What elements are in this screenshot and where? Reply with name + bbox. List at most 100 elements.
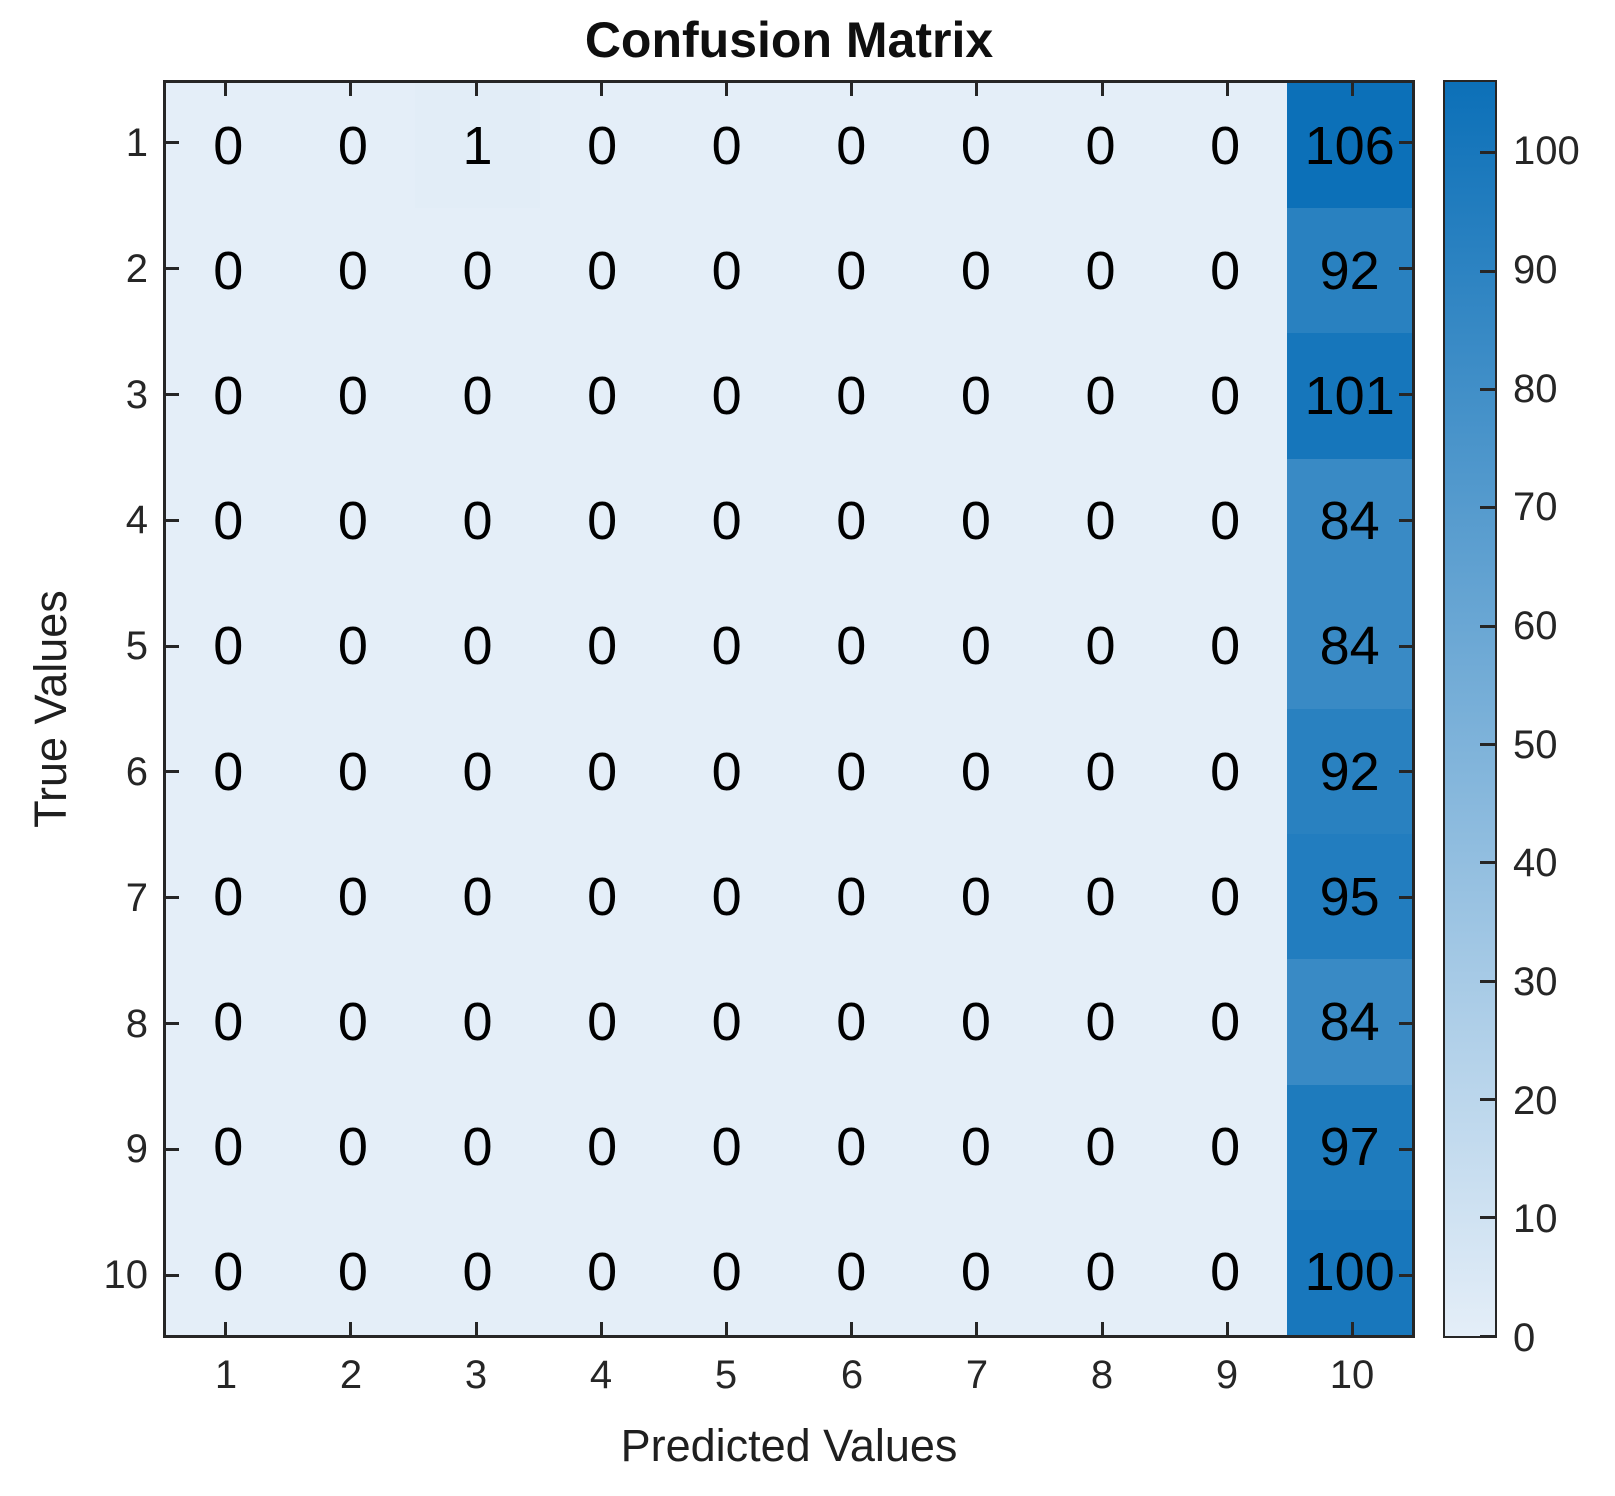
x-tick-label-1: 1 [214,1353,238,1397]
x-tick-label-4: 4 [589,1353,613,1397]
heatmap-cell-r8c8: 0 [1038,959,1163,1085]
colorbar-tick-90 [1480,270,1495,273]
colorbar-tick-label-100: 100 [1513,129,1580,173]
heatmap-cell-r7c10: 95 [1287,834,1412,960]
colorbar-tick-label-80: 80 [1513,367,1558,411]
heatmap-cell-r4c5: 0 [664,458,789,584]
heatmap-cell-r4c6: 0 [788,458,914,584]
heatmap-cell-r9c1: 0 [166,1084,291,1210]
heatmap-cell-r3c9: 0 [1162,333,1288,459]
y-tick-right [1399,770,1412,773]
y-tick-left [166,1274,179,1277]
heatmap-cell-r3c2: 0 [290,333,416,459]
x-tick-bottom [475,1322,478,1335]
heatmap-cell-r5c2: 0 [290,583,416,709]
heatmap-cell-r5c1: 0 [166,583,291,709]
heatmap-cell-r2c5: 0 [664,208,789,334]
heatmap-cell-r2c8: 0 [1038,208,1163,334]
x-tick-label-7: 7 [965,1353,989,1397]
heatmap-cell-r10c1: 0 [166,1209,291,1335]
heatmap-plot-area: 0 0 1 0 0 0 0 0 0 106 0 0 0 0 0 0 0 0 0 92 0 0 0 0 0 0 0 0 0 101 0 0 0 0 0… [163,80,1415,1338]
y-tick-right [1399,1148,1412,1151]
x-tick-label-3: 3 [464,1353,488,1397]
heatmap-cell-r2c4: 0 [539,208,665,334]
y-tick-left [166,519,179,522]
heatmap-cell-r9c6: 0 [788,1084,914,1210]
heatmap-cell-r6c1: 0 [166,708,291,835]
colorbar [1443,80,1497,1338]
heatmap-cell-r4c9: 0 [1162,458,1288,584]
heatmap-cell-r4c1: 0 [166,458,291,584]
y-tick-label-8: 8 [125,1002,148,1046]
heatmap-cell-r5c8: 0 [1038,583,1163,709]
heatmap-cell-r3c10: 101 [1287,333,1412,459]
x-tick-label-6: 6 [840,1353,864,1397]
x-tick-bottom [600,1322,603,1335]
y-tick-right [1399,519,1412,522]
y-tick-left [166,896,179,899]
y-tick-left [166,393,179,396]
colorbar-tick-0 [1480,1335,1495,1336]
heatmap-cell-r10c5: 0 [664,1209,789,1335]
y-tick-left [166,645,179,648]
heatmap-cell-r3c7: 0 [913,333,1039,459]
colorbar-tick-label-20: 20 [1513,1079,1558,1123]
heatmap-cell-r6c8: 0 [1038,708,1163,835]
x-tick-label-2: 2 [339,1353,363,1397]
x-tick-top [975,83,978,96]
heatmap-cell-r10c6: 0 [788,1209,914,1335]
y-tick-left [166,141,179,144]
x-tick-top [850,83,853,96]
heatmap-cell-r1c9: 0 [1162,83,1288,209]
x-tick-bottom [725,1322,728,1335]
heatmap-cell-r7c6: 0 [788,834,914,960]
heatmap-cell-r9c7: 0 [913,1084,1039,1210]
y-tick-label-5: 5 [125,624,148,668]
colorbar-tick-label-70: 70 [1513,485,1558,529]
x-axis-label: Predicted Values [620,1420,958,1471]
heatmap-cell-r6c10: 92 [1287,708,1412,835]
x-tick-top [1226,83,1229,96]
heatmap-cell-r2c2: 0 [290,208,416,334]
y-tick-label-6: 6 [125,750,148,794]
heatmap-cell-r3c5: 0 [664,333,789,459]
heatmap-cell-r9c3: 0 [415,1084,540,1210]
heatmap-cell-r4c8: 0 [1038,458,1163,584]
heatmap-cell-r9c5: 0 [664,1084,789,1210]
heatmap-cell-r10c8: 0 [1038,1209,1163,1335]
x-tick-bottom [850,1322,853,1335]
x-tick-bottom [975,1322,978,1335]
heatmap-cell-r6c7: 0 [913,708,1039,835]
x-tick-bottom [1226,1322,1229,1335]
x-tick-bottom [1351,1322,1354,1335]
y-tick-right [1399,896,1412,899]
x-tick-top [475,83,478,96]
heatmap-cell-r6c6: 0 [788,708,914,835]
heatmap-cell-r6c3: 0 [415,708,540,835]
colorbar-tick-100 [1480,151,1495,154]
heatmap-cell-r1c7: 0 [913,83,1039,209]
heatmap-cell-r5c7: 0 [913,583,1039,709]
heatmap-cell-r4c2: 0 [290,458,416,584]
x-tick-top [725,83,728,96]
heatmap-cell-r4c7: 0 [913,458,1039,584]
heatmap-cell-r3c4: 0 [539,333,665,459]
colorbar-tick-label-60: 60 [1513,604,1558,648]
heatmap-cell-r6c9: 0 [1162,708,1288,835]
heatmap-cell-r8c5: 0 [664,959,789,1085]
x-tick-label-5: 5 [714,1353,738,1397]
heatmap-cell-r10c3: 0 [415,1209,540,1335]
heatmap-cell-r10c4: 0 [539,1209,665,1335]
colorbar-tick-label-90: 90 [1513,248,1558,292]
heatmap-cell-r5c6: 0 [788,583,914,709]
y-tick-label-10: 10 [103,1253,149,1297]
heatmap-cell-r8c10: 84 [1287,959,1412,1085]
heatmap-cell-r5c5: 0 [664,583,789,709]
heatmap-cell-r1c8: 0 [1038,83,1163,209]
heatmap-cell-r7c1: 0 [166,834,291,960]
heatmap-cell-r8c6: 0 [788,959,914,1085]
heatmap-cell-r1c4: 0 [539,83,665,209]
colorbar-tick-30 [1480,980,1495,983]
heatmap-cell-r6c2: 0 [290,708,416,835]
